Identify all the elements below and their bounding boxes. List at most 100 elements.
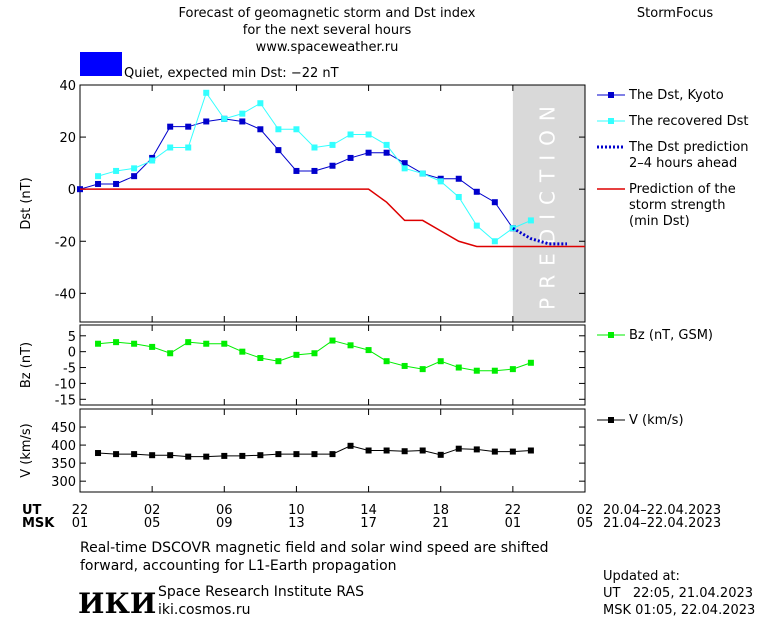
legend-label: The recovered Dst	[628, 114, 748, 129]
x-tick-label-msk: 01	[505, 516, 522, 531]
y-tick-label: -10	[55, 377, 76, 392]
y-tick-label: -40	[55, 287, 76, 302]
data-point	[437, 451, 444, 458]
data-point	[203, 340, 210, 347]
data-point	[365, 149, 372, 156]
y-tick-label: -15	[55, 393, 76, 408]
series-line	[80, 188, 585, 248]
x-tick-label-msk: 01	[72, 516, 89, 531]
data-point	[527, 447, 534, 454]
data-point	[113, 180, 120, 187]
data-point	[347, 131, 354, 138]
data-point	[419, 170, 426, 177]
data-point	[203, 89, 210, 96]
ut-label: UT	[22, 503, 42, 518]
data-point	[383, 149, 390, 156]
data-point	[221, 452, 228, 459]
data-point	[491, 238, 498, 245]
x-tick-label: 18	[432, 503, 449, 518]
y-axis-label: Dst (nT)	[19, 177, 34, 229]
data-point	[329, 141, 336, 148]
y-tick-label: 350	[51, 457, 76, 472]
prediction-label: PREDICTION	[535, 97, 559, 310]
data-point	[185, 339, 192, 346]
data-point	[347, 154, 354, 161]
x-tick-label: 14	[360, 503, 377, 518]
data-point	[383, 141, 390, 148]
data-point	[473, 446, 480, 453]
data-point	[311, 350, 318, 357]
data-point	[347, 442, 354, 449]
prediction-zone	[512, 85, 585, 322]
data-point	[257, 452, 264, 459]
legend-marker	[608, 332, 614, 338]
data-point	[167, 350, 174, 357]
x-tick-label-msk: 05	[144, 516, 161, 531]
legend-label: V (km/s)	[629, 413, 684, 428]
data-point	[473, 367, 480, 374]
msk-label: MSK	[22, 516, 55, 531]
data-point	[131, 451, 138, 458]
note-line: forward, accounting for L1-Earth propaga…	[80, 558, 397, 574]
data-point	[275, 147, 282, 154]
x-tick-label: 22	[72, 503, 89, 518]
data-point	[437, 358, 444, 365]
data-point	[311, 144, 318, 151]
data-point	[275, 451, 282, 458]
data-point	[509, 448, 516, 455]
institute: Space Research Institute RAS	[158, 584, 364, 600]
data-point	[365, 447, 372, 454]
x-tick-label-msk: 05	[577, 516, 594, 531]
data-point	[95, 450, 102, 457]
data-point	[293, 167, 300, 174]
status-swatch	[80, 52, 122, 76]
data-point	[257, 126, 264, 133]
x-tick-label: 02	[144, 503, 161, 518]
legend-label: The Dst, Kyoto	[628, 88, 724, 103]
legend-marker	[608, 118, 614, 124]
updated-title: Updated at:	[603, 569, 680, 584]
data-point	[113, 451, 120, 458]
x-tick-label-msk: 21	[432, 516, 449, 531]
data-point	[527, 217, 534, 224]
data-point	[167, 452, 174, 459]
y-tick-label: 400	[51, 439, 76, 454]
data-point	[203, 118, 210, 125]
data-point	[275, 358, 282, 365]
data-point	[527, 359, 534, 366]
data-point	[419, 366, 426, 373]
data-point	[257, 355, 264, 362]
title-line: for the next several hours	[243, 23, 412, 38]
data-point	[293, 451, 300, 458]
data-point	[185, 123, 192, 130]
data-point	[239, 452, 246, 459]
data-point	[347, 342, 354, 349]
data-point	[383, 358, 390, 365]
data-point	[491, 199, 498, 206]
data-point	[113, 339, 120, 346]
ut-range: 20.04–22.04.2023	[603, 503, 721, 518]
brand: StormFocus	[637, 6, 713, 21]
y-tick-label: -20	[55, 235, 76, 250]
legend-label: Prediction of the storm strength (min Dst)	[629, 182, 736, 229]
data-point	[185, 144, 192, 151]
data-point	[401, 448, 408, 455]
title-line: www.spaceweather.ru	[256, 40, 399, 55]
data-point	[167, 144, 174, 151]
y-tick-label: 5	[68, 330, 76, 345]
data-point	[329, 337, 336, 344]
plot-frame	[79, 408, 586, 493]
data-point	[149, 343, 156, 350]
legend-marker	[608, 92, 614, 98]
data-point	[95, 340, 102, 347]
data-point	[401, 362, 408, 369]
data-point	[455, 175, 462, 182]
data-point	[239, 118, 246, 125]
y-tick-label: 300	[51, 475, 76, 490]
data-point	[419, 447, 426, 454]
data-point	[401, 160, 408, 167]
data-point	[329, 162, 336, 169]
data-point	[185, 453, 192, 460]
